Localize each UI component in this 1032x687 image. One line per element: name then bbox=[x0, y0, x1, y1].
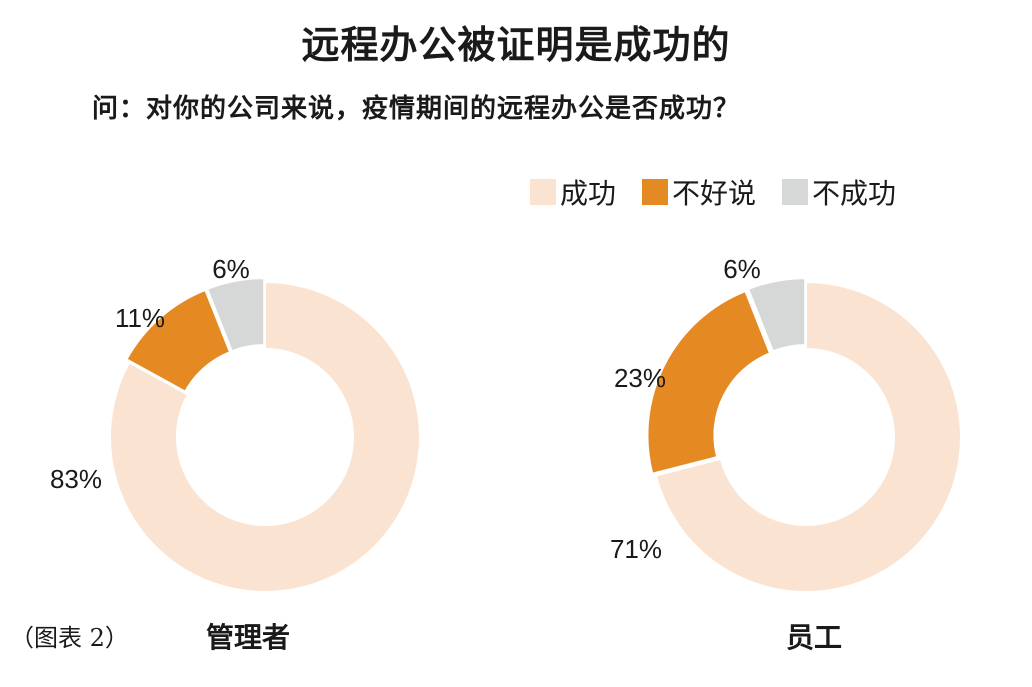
chart-name-managers: 管理者 bbox=[206, 621, 291, 654]
legend-item-fail: 不成功 bbox=[782, 172, 896, 212]
legend-label-fail: 不成功 bbox=[812, 177, 897, 210]
data-label-managers-fail: 6% bbox=[212, 254, 250, 284]
figure-caption: （图表 2） bbox=[10, 624, 129, 652]
survey-question: 问：对你的公司来说，疫情期间的远程办公是否成功？ bbox=[92, 94, 741, 124]
slice-managers-unsure bbox=[125, 288, 232, 393]
data-label-employees-fail: 6% bbox=[723, 254, 761, 284]
legend-swatch-fail bbox=[782, 179, 809, 205]
slice-employees-unsure bbox=[646, 289, 772, 475]
chart-name-employees: 员工 bbox=[786, 621, 843, 654]
legend-label-unsure: 不好说 bbox=[672, 177, 757, 210]
legend-swatch-success bbox=[530, 179, 556, 205]
data-label-employees-unsure: 23% bbox=[614, 363, 666, 393]
data-label-employees-success: 71% bbox=[610, 534, 662, 564]
data-label-managers-success: 83% bbox=[50, 464, 102, 494]
slice-managers-fail bbox=[205, 277, 266, 353]
slice-employees-success bbox=[654, 280, 962, 593]
legend-item-success: 成功 bbox=[530, 172, 616, 212]
slice-employees-fail bbox=[746, 277, 807, 353]
chart-title: 远程办公被证明是成功的 bbox=[301, 23, 731, 67]
slice-managers-success bbox=[109, 280, 421, 593]
legend-swatch-unsure bbox=[642, 179, 669, 205]
data-label-managers-unsure: 11% bbox=[115, 303, 165, 333]
legend-item-unsure: 不好说 bbox=[642, 172, 756, 212]
legend: 成功 不好说 不成功 bbox=[530, 172, 922, 212]
legend-label-success: 成功 bbox=[560, 177, 617, 210]
